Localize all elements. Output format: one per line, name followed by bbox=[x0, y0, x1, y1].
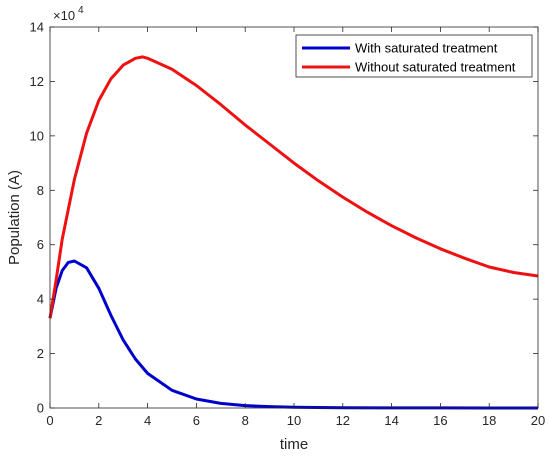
legend-box bbox=[295, 34, 533, 78]
y-axis-label: Population (A) bbox=[6, 170, 23, 265]
series-line-1 bbox=[48, 55, 539, 319]
legend: With saturated treatment Without saturat… bbox=[295, 34, 533, 78]
legend-label-with-treatment: With saturated treatment bbox=[355, 41, 498, 56]
x-tick-label: 8 bbox=[242, 413, 249, 428]
plot-area bbox=[50, 27, 538, 408]
y-tick-label: 8 bbox=[37, 183, 44, 198]
y-tick-label: 12 bbox=[30, 74, 44, 89]
x-axis-ticks: 0 2 4 6 8 10 12 14 16 18 20 bbox=[46, 27, 545, 428]
x-tick-label: 14 bbox=[384, 413, 398, 428]
x-tick-label: 4 bbox=[144, 413, 151, 428]
x-tick-label: 6 bbox=[193, 413, 200, 428]
y-tick-label: 10 bbox=[30, 128, 44, 143]
y-tick-label: 0 bbox=[37, 401, 44, 416]
x-tick-label: 20 bbox=[531, 413, 545, 428]
y-exponent-power: 4 bbox=[78, 5, 84, 16]
x-tick-label: 12 bbox=[336, 413, 350, 428]
x-axis-label: time bbox=[280, 436, 308, 453]
x-tick-label: 16 bbox=[433, 413, 447, 428]
legend-label-without-treatment: Without saturated treatment bbox=[355, 60, 516, 75]
x-tick-label: 18 bbox=[482, 413, 496, 428]
y-axis-ticks: 0 2 4 6 8 10 12 14 bbox=[30, 20, 538, 416]
y-axis-exponent: ×10 4 bbox=[53, 5, 84, 23]
y-tick-label: 14 bbox=[30, 20, 44, 35]
x-tick-label: 10 bbox=[287, 413, 301, 428]
y-tick-label: 2 bbox=[37, 346, 44, 361]
plot-background bbox=[50, 27, 538, 408]
y-exponent-base: ×10 bbox=[53, 8, 75, 23]
x-tick-label: 0 bbox=[46, 413, 53, 428]
y-tick-label: 4 bbox=[37, 292, 44, 307]
x-tick-label: 2 bbox=[95, 413, 102, 428]
y-tick-label: 6 bbox=[37, 237, 44, 252]
